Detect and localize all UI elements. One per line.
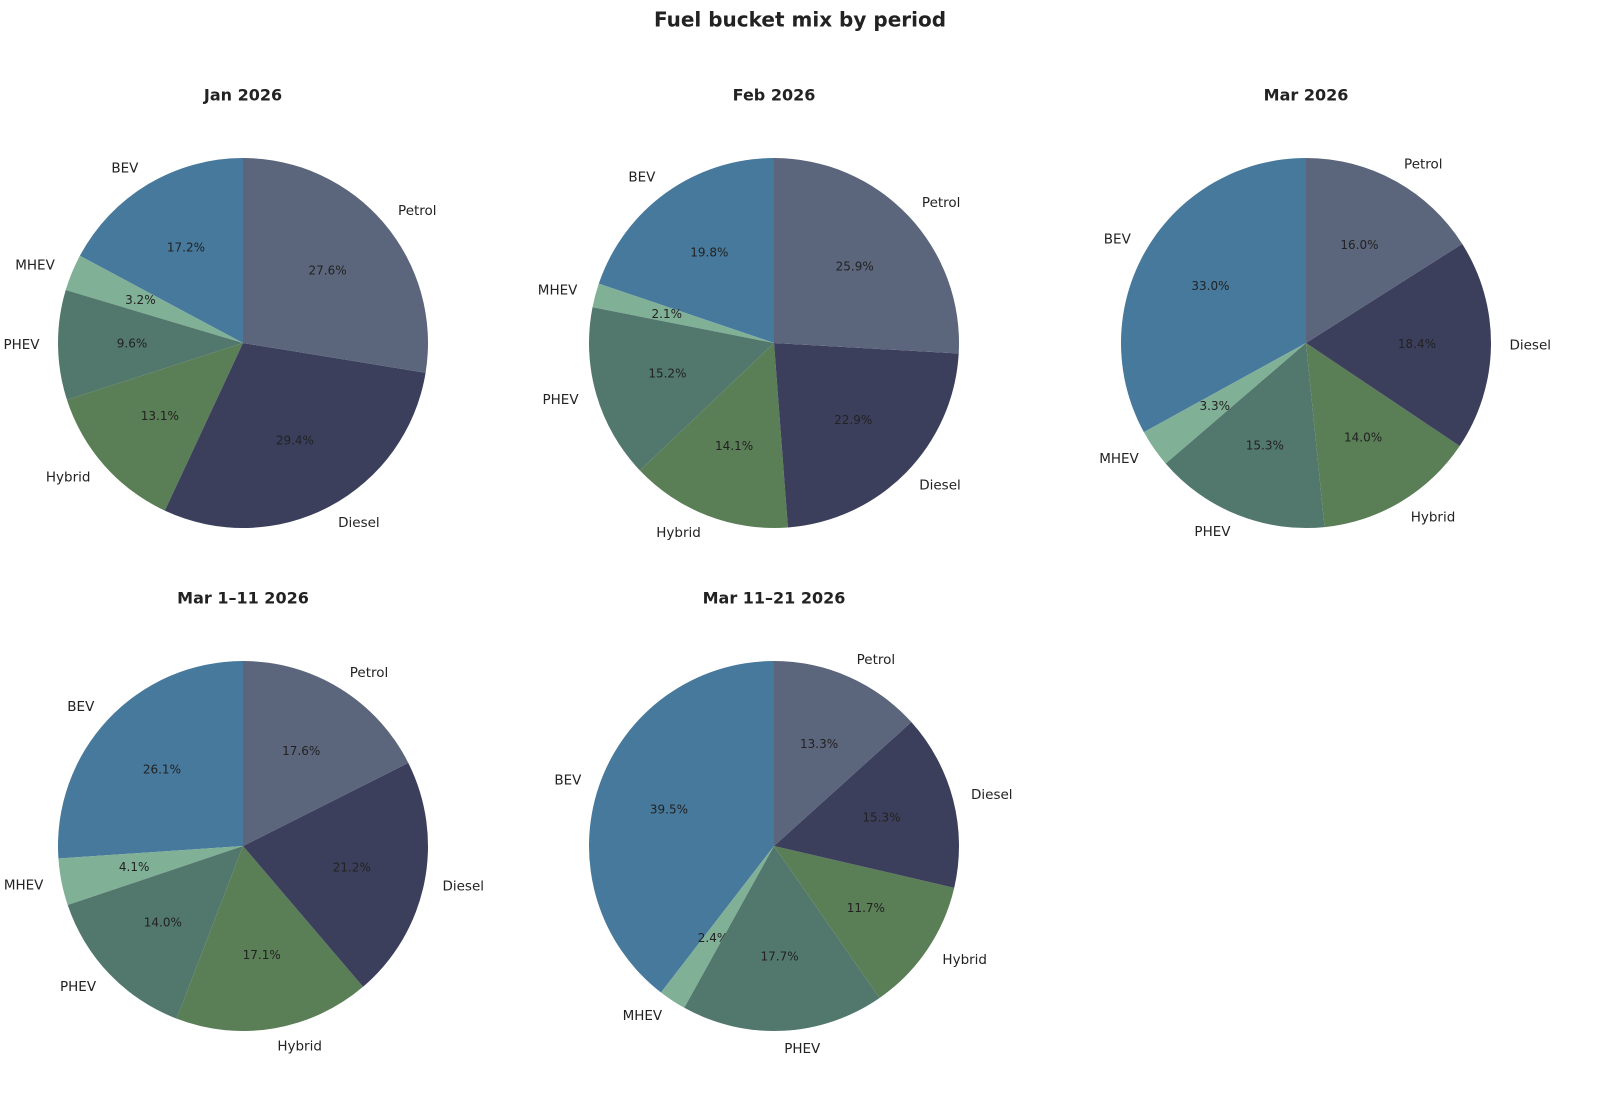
pie-wedge [79,158,243,343]
pie-wedge [589,660,774,993]
pie-wedge [243,762,429,987]
wedge-label: Diesel [1509,338,1551,354]
percent-label: 39.5% [650,803,688,817]
percent-label: 17.6% [282,744,320,758]
wedge-label: BEV [111,160,139,176]
percent-label: 11.7% [847,901,885,915]
wedge-label: PHEV [784,1041,821,1057]
percent-label: 17.1% [243,948,281,962]
percent-label: 27.6% [309,264,347,278]
wedge-label: Petrol [1404,157,1443,173]
wedge-label: Hybrid [277,1039,322,1055]
pie-wedge [67,846,243,1019]
pie-wedge [774,846,955,998]
wedge-label: Petrol [857,652,896,668]
percent-label: 29.4% [276,434,314,448]
wedge-label: MHEV [538,283,578,299]
percent-label: 3.2% [125,293,156,307]
percent-label: 26.1% [143,763,181,777]
pie-wedge [57,290,243,400]
wedge-label: BEV [628,170,656,186]
percent-label: 17.2% [167,240,205,254]
wedge-label: Hybrid [942,952,987,968]
percent-label: 3.3% [1200,399,1231,413]
percent-label: 9.6% [117,337,148,351]
percent-label: 2.4% [698,931,729,945]
wedge-label: PHEV [1194,524,1231,540]
wedge-label: PHEV [543,392,580,408]
pie-wedge [1306,343,1460,528]
percent-label: 15.2% [648,366,686,380]
pie-title: Mar 11–21 2026 [703,589,846,608]
percent-label: 18.4% [1398,337,1436,351]
wedge-label: Diesel [919,478,961,494]
percent-label: 22.9% [834,413,872,427]
pie-wedge [774,158,959,354]
wedge-label: MHEV [623,1008,663,1024]
pie-wedge [243,660,409,846]
pie-wedge [660,846,774,1008]
wedge-label: Petrol [922,195,961,211]
wedge-label: Hybrid [46,470,91,486]
percent-label: 13.3% [800,737,838,751]
wedge-label: MHEV [4,878,44,894]
pie-wedge [684,846,880,1032]
pie-wedge [639,343,788,529]
pie-wedge [1143,343,1306,464]
pie-title: Jan 2026 [203,86,282,105]
pie-title: Mar 2026 [1264,86,1349,105]
percent-label: 17.7% [761,949,799,963]
wedge-label: MHEV [15,257,55,273]
percent-label: 21.2% [333,860,371,874]
pie-wedge [598,157,774,343]
wedge-label: Petrol [398,203,437,219]
pie-wedge [1165,343,1325,528]
pie-wedge [176,846,364,1031]
wedge-label: BEV [554,772,582,788]
wedge-label: Diesel [971,787,1013,803]
wedge-label: PHEV [60,979,97,995]
pie-wedge [58,846,243,906]
pie-wedge [589,307,774,471]
pie-wedge [57,661,243,859]
wedge-label: Diesel [442,878,484,894]
percent-label: 16.0% [1340,238,1378,252]
percent-label: 33.0% [1191,279,1229,293]
pie-wedge [66,343,243,511]
pie-wedge [774,343,959,528]
wedge-label: Hybrid [656,525,701,541]
pie-title: Feb 2026 [733,86,816,105]
percent-label: 25.9% [836,259,874,273]
percent-label: 13.1% [141,409,179,423]
percent-label: 15.3% [1246,439,1284,453]
pie-wedge [1306,158,1463,343]
percent-label: 2.1% [652,307,683,321]
pie-wedge [774,661,912,846]
percent-label: 14.1% [715,439,753,453]
pie-wedge [774,722,959,888]
pie-wedge [164,343,426,529]
wedge-label: BEV [67,699,95,715]
percent-label: 19.8% [690,245,728,259]
percent-label: 14.0% [1344,431,1382,445]
pie-wedge [243,158,428,373]
wedge-label: Hybrid [1411,510,1456,526]
wedge-label: Diesel [338,515,380,531]
pie-title: Mar 1–11 2026 [177,589,309,608]
pie-wedge [1121,158,1306,433]
wedge-label: Petrol [350,665,389,681]
percent-label: 4.1% [119,860,150,874]
wedge-label: PHEV [3,337,40,353]
wedge-label: MHEV [1099,451,1139,467]
figure-title: Fuel bucket mix by period [654,8,946,32]
pie-wedge [65,255,243,343]
pie-wedge [592,283,774,343]
pie-wedge [1306,243,1492,447]
percent-label: 15.3% [862,811,900,825]
wedge-label: BEV [1104,231,1132,247]
percent-label: 14.0% [144,915,182,929]
